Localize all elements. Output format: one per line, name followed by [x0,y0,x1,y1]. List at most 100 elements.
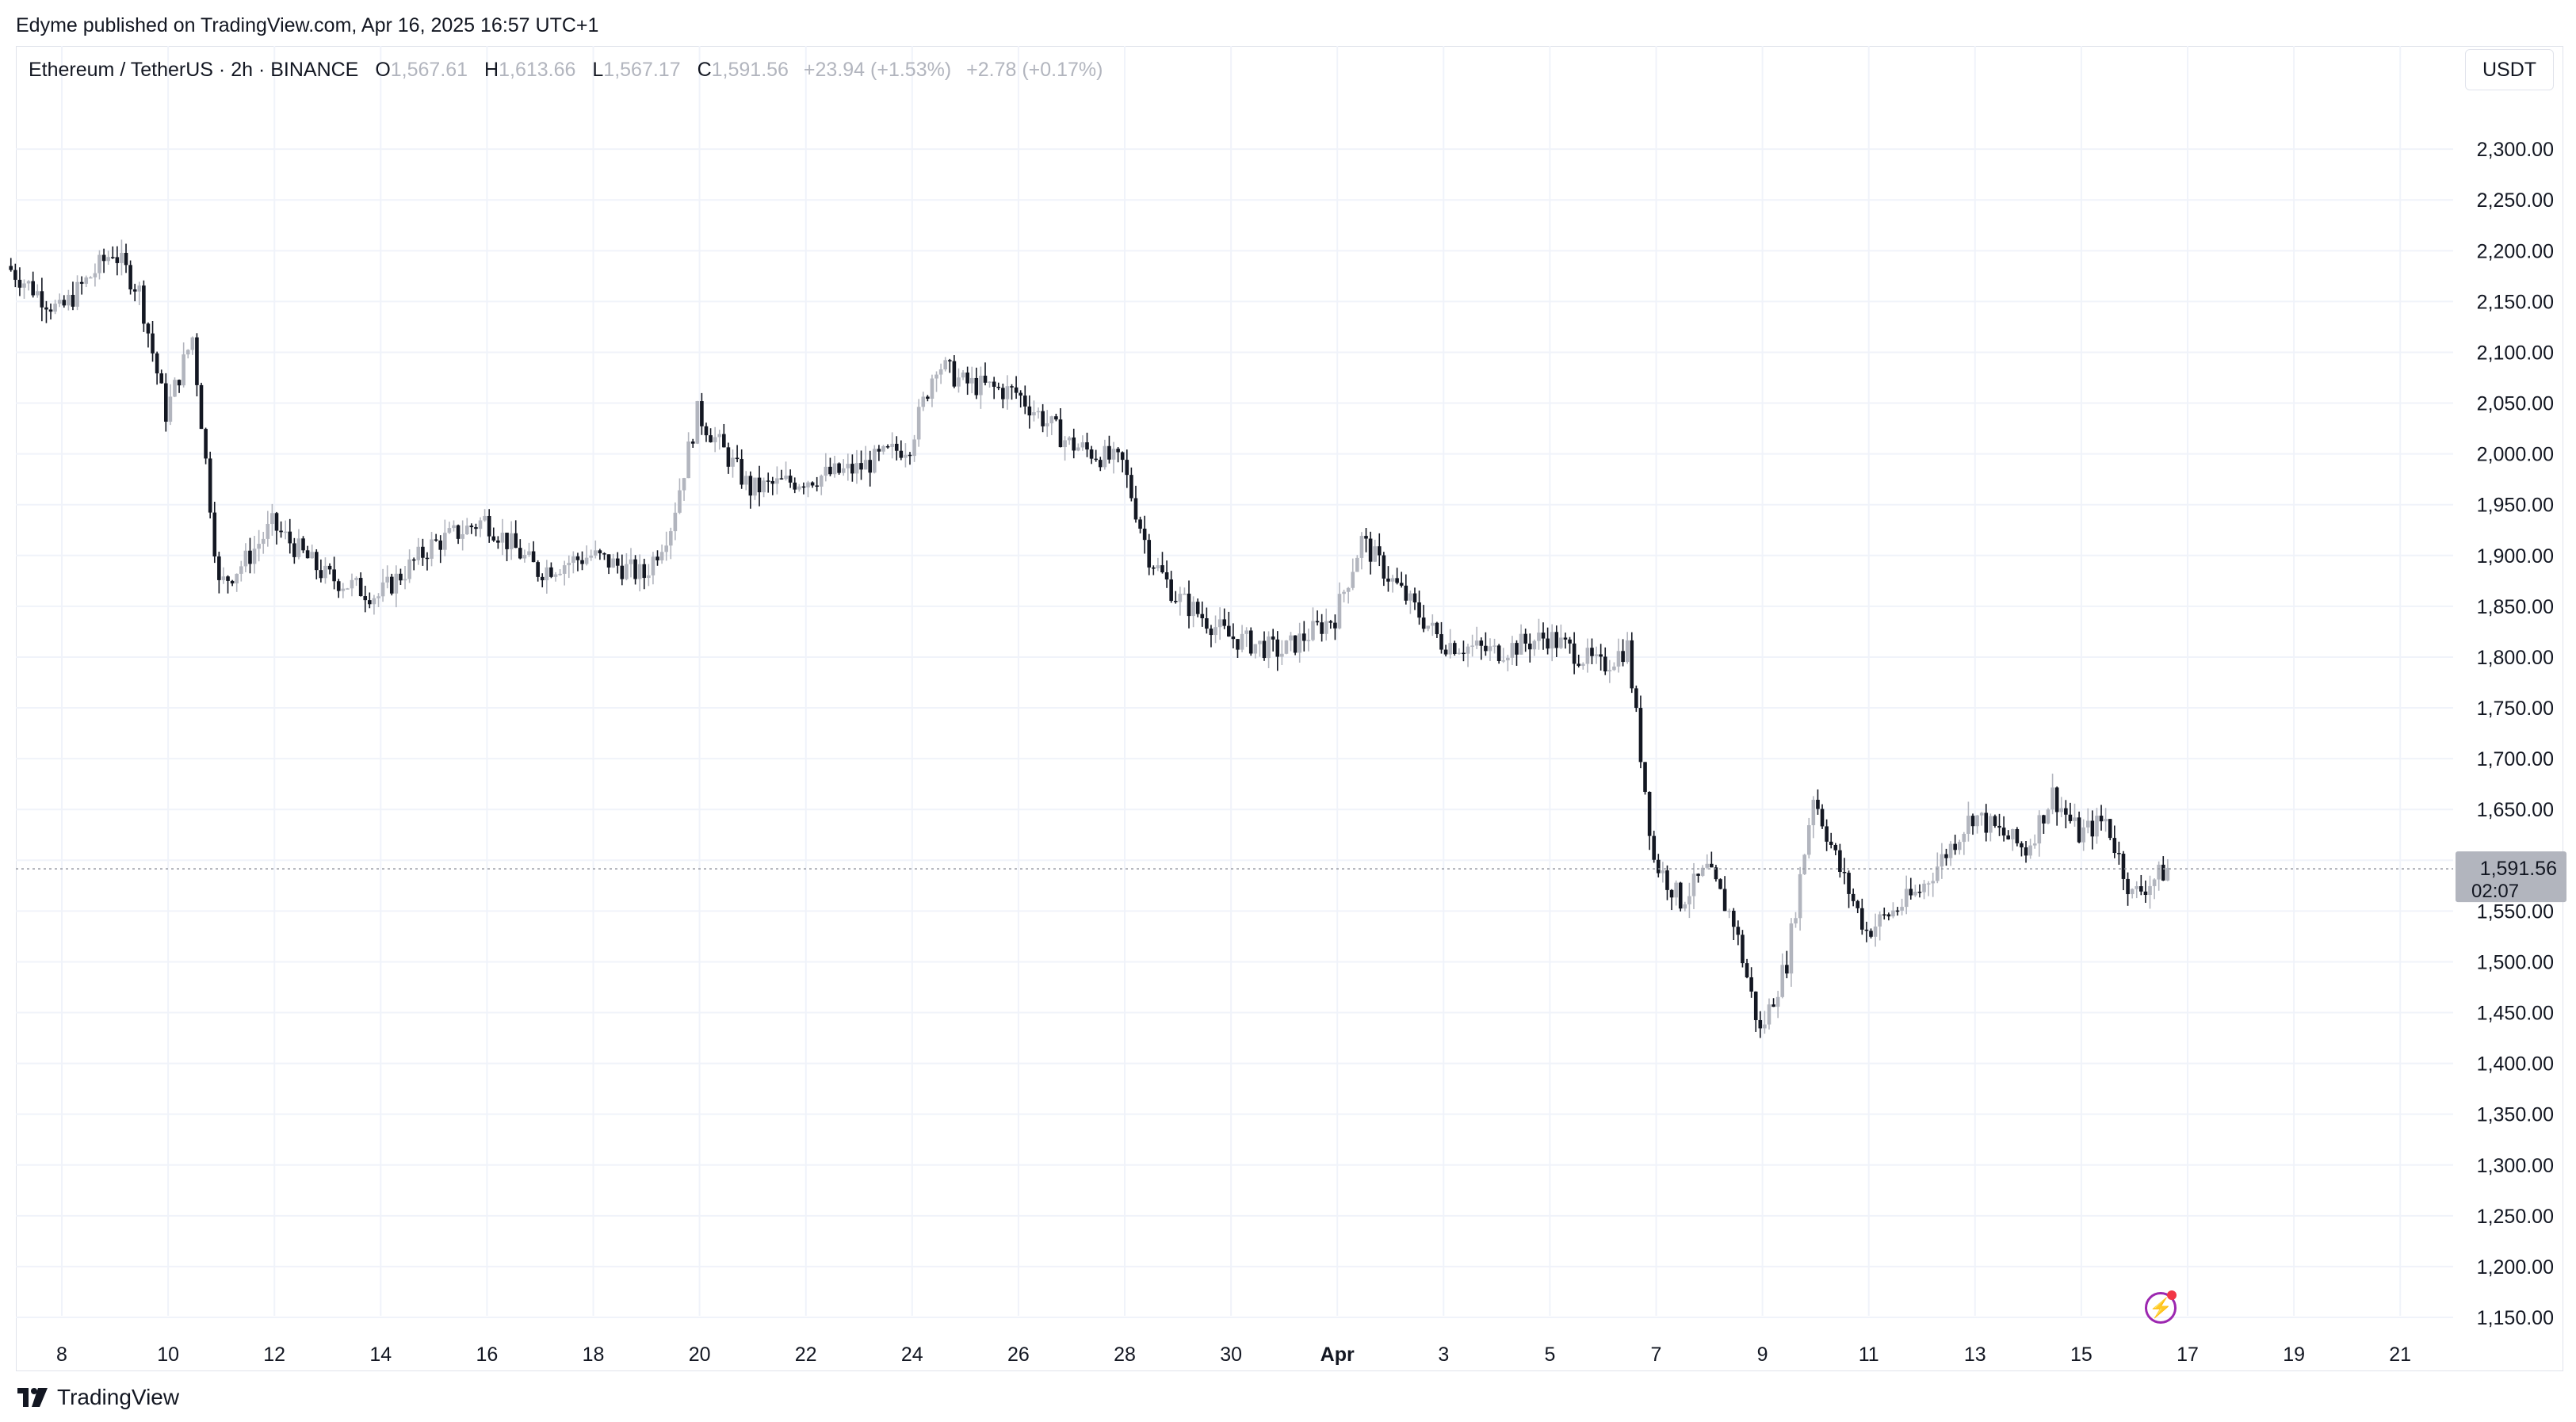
candle [518,539,522,560]
candle [930,374,934,407]
candle [558,569,562,576]
candle [1873,913,1878,947]
candle [1856,900,1860,914]
candle [1431,614,1435,636]
candle [31,271,35,298]
candle [1435,621,1439,638]
candle [531,541,536,563]
candle [819,474,824,495]
candle [177,379,182,393]
candle [1869,928,1873,938]
lightning-alert-icon[interactable]: ⚡ [2145,1292,2177,1324]
x-tick-label: 26 [1007,1344,1030,1366]
candle [128,260,132,295]
candle [743,471,748,491]
x-tick-label: 16 [476,1344,498,1366]
candle [1240,625,1244,653]
candle [1010,384,1014,400]
candle [2073,803,2077,828]
candle [664,531,668,561]
candle [615,552,620,574]
candle [1001,384,1005,409]
candle [1320,614,1324,642]
candle [1948,841,1953,866]
candle [239,560,243,582]
candle [2001,816,2006,842]
candle [221,567,226,584]
candle [1656,854,1661,877]
candle [385,565,389,589]
x-tick-label: 20 [689,1344,711,1366]
candle [1546,627,1550,655]
candle [212,502,217,564]
candle [376,593,380,607]
candle [2024,840,2028,863]
candle [341,583,346,598]
candle [934,371,938,392]
candle [731,449,735,478]
candle [1466,644,1470,667]
candle [1568,636,1572,654]
candle [992,377,996,399]
candle [464,518,469,535]
x-tick-label: 11 [1859,1344,1879,1366]
symbol-title[interactable]: Ethereum / TetherUS · 2h · BINANCE [29,59,359,81]
candle [1298,622,1302,663]
candle [1267,631,1271,669]
candle [841,459,846,476]
change-value: +23.94 (+1.53%) [803,59,952,81]
candle [779,469,784,480]
candle [1798,866,1802,931]
candle [673,502,678,541]
candle [2015,827,2020,847]
candle [1412,587,1417,610]
y-tick-label: 1,950.00 [2477,495,2554,517]
candle [1107,435,1111,464]
candle [575,552,580,571]
candle [571,551,575,574]
candle [491,527,496,542]
candle [217,551,221,594]
candle [1603,647,1607,675]
candle [1244,627,1248,648]
candle [686,432,690,479]
candle [1080,435,1085,451]
candle [301,536,305,553]
candle [837,462,841,475]
candle [916,399,921,447]
candle [1382,552,1386,587]
candle [75,275,79,311]
candle [606,554,611,575]
candle [806,480,810,498]
candle [775,466,779,495]
y-tick-label: 1,800.00 [2477,647,2554,669]
candle [1700,865,1705,877]
candle [368,592,372,609]
tradingview-brand[interactable]: TradingView [17,1385,179,1410]
candle [1258,640,1262,657]
candle [195,333,199,397]
candle [704,422,709,442]
candle [496,536,500,549]
candle [1390,575,1395,593]
candle [159,369,164,384]
candle [1710,851,1714,868]
candle [2010,828,2015,851]
candle [522,549,527,563]
candle [142,280,146,332]
candle [182,342,185,388]
candle [1408,591,1412,614]
candle [2165,858,2170,881]
candle [1164,560,1169,588]
candle [1691,862,1696,909]
candle [1474,626,1479,649]
candle [1085,432,1089,457]
candle [1630,632,1634,694]
candle [1049,415,1054,435]
currency-button[interactable]: USDT [2465,49,2554,90]
candle [700,392,704,435]
candle [1195,598,1200,617]
candle [1785,950,1789,979]
candle [155,351,159,385]
